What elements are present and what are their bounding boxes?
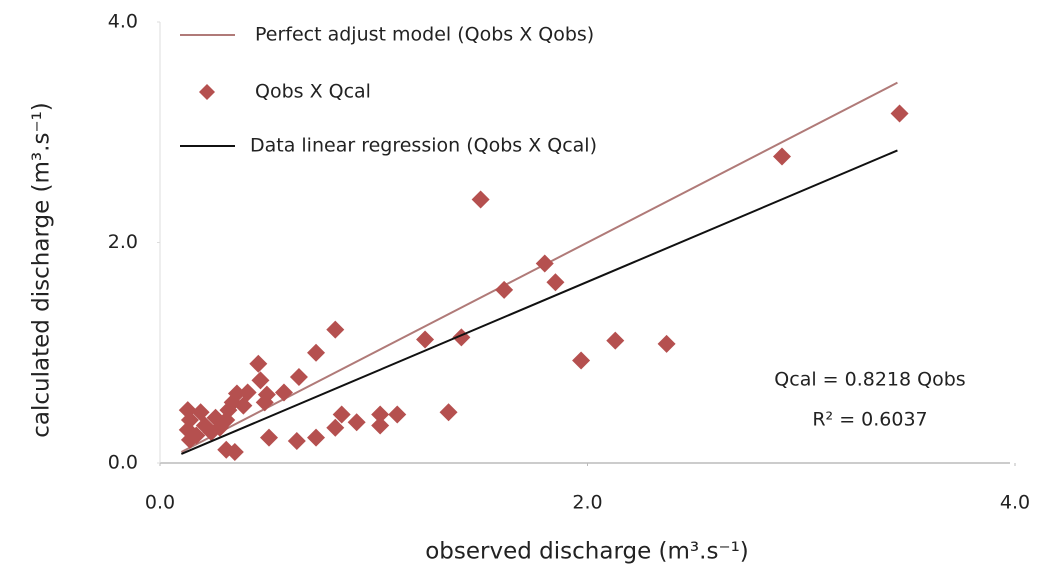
scatter-point [439,403,458,422]
scatter-point [495,280,514,299]
x-axis-title: observed discharge (m³.s⁻¹) [425,539,749,565]
legend-label: Perfect adjust model (Qobs X Qobs) [255,24,594,46]
legend-swatch [199,84,215,100]
scatter-point [289,368,308,387]
scatter-point [572,351,591,370]
annotation: Qcal = 0.8218 Qobs [774,369,965,391]
scatter-point [255,393,274,412]
scatter-point [606,331,625,350]
scatter-point [251,371,270,390]
scatter-point [535,254,554,273]
scatter-point [471,190,490,209]
x-tick-label: 2.0 [572,492,602,514]
scatter-point [287,431,306,450]
scatter-point [234,396,253,415]
scatter-point [773,147,792,166]
scatter-point [274,383,293,402]
scatter-point [187,426,206,445]
scatter-point [388,405,407,424]
annotation: R² = 0.6037 [812,409,927,431]
scatter-point [202,423,221,442]
y-tick-label: 2.0 [108,231,138,253]
scatter-point [416,330,435,349]
scatter-point [657,334,676,353]
scatter-point [546,273,565,292]
scatter-point [217,411,236,430]
scatter-point [371,416,390,435]
x-tick-label: 4.0 [1000,492,1030,514]
y-tick-label: 0.0 [108,452,138,474]
scatter-point [326,320,345,339]
scatter-point [307,343,326,362]
scatter-point [260,428,279,447]
scatter-point [890,104,909,123]
legend-label: Data linear regression (Qobs X Qcal) [250,135,597,157]
y-axis-title: calculated discharge (m³.s⁻¹) [29,102,55,438]
x-tick-label: 0.0 [145,492,175,514]
scatter-point [371,405,390,424]
series-line [180,149,898,455]
legend-label: Qobs X Qcal [255,81,371,103]
scatter-point [307,428,326,447]
scatter-point [249,354,268,373]
scatter-point [332,405,351,424]
scatter-point [217,440,236,459]
series-line [180,81,898,453]
y-tick-label: 4.0 [108,11,138,33]
scatter-point [347,413,366,432]
scatter-point [326,418,345,437]
